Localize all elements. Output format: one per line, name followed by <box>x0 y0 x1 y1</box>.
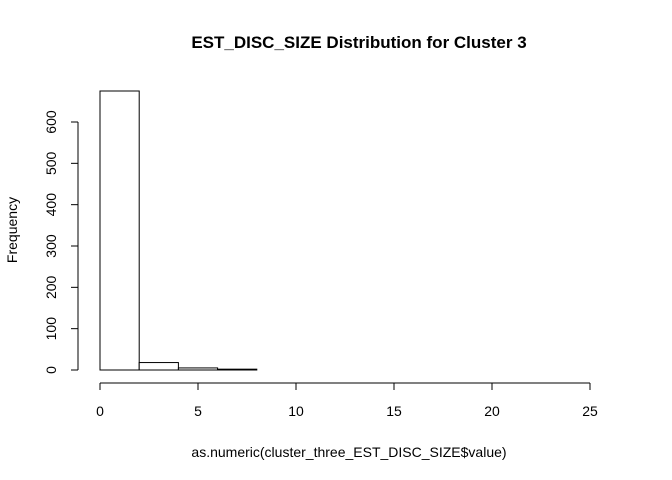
x-tick-label: 25 <box>582 403 598 419</box>
y-tick-label: 0 <box>43 366 59 374</box>
x-tick-label: 10 <box>288 403 304 419</box>
x-tick-label: 20 <box>484 403 500 419</box>
histogram-bar <box>138 362 179 371</box>
x-axis-label: as.numeric(cluster_three_EST_DISC_SIZE$v… <box>191 444 506 460</box>
y-tick-label: 300 <box>43 234 59 258</box>
y-tick-label: 200 <box>43 275 59 299</box>
x-axis: 0 5 10 15 20 25 <box>96 382 598 419</box>
y-tick-label: 500 <box>43 151 59 175</box>
y-tick-label: 600 <box>43 110 59 134</box>
histogram-bars <box>99 90 258 371</box>
histogram-bar <box>177 367 219 371</box>
histogram-bar <box>99 90 140 371</box>
x-tick-label: 5 <box>194 403 202 419</box>
x-tick-label: 15 <box>386 403 402 419</box>
y-tick-label: 400 <box>43 193 59 217</box>
histogram-bar <box>217 368 258 371</box>
x-tick-label: 0 <box>96 403 104 419</box>
y-axis-label: Frequency <box>4 197 20 263</box>
y-tick-label: 100 <box>43 317 59 341</box>
y-axis: 0 100 200 300 400 500 600 <box>43 110 79 374</box>
chart-title: EST_DISC_SIZE Distribution for Cluster 3 <box>191 33 526 52</box>
